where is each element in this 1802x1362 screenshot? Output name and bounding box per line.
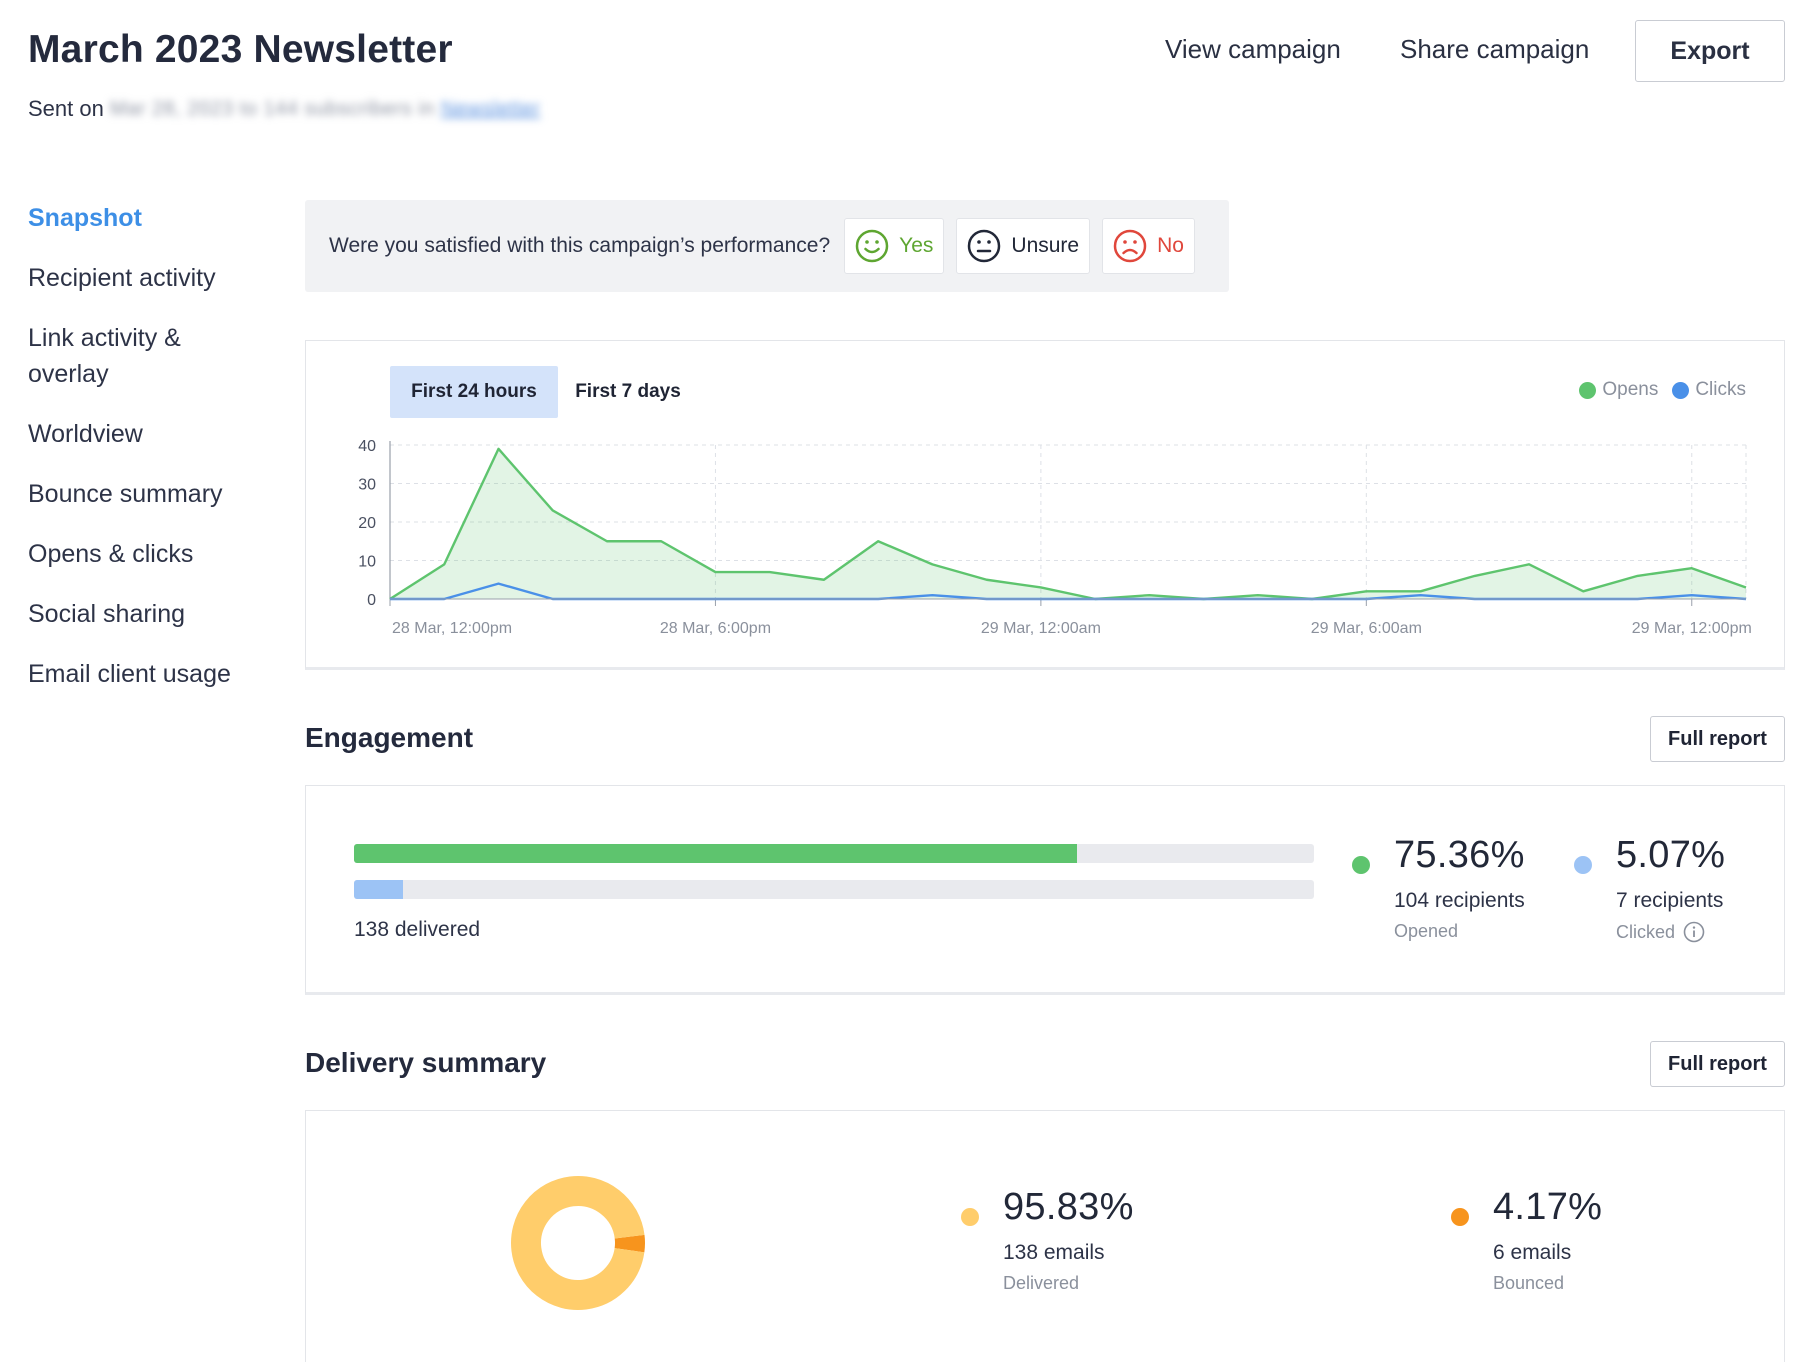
delivery-summary-title: Delivery summary bbox=[305, 1047, 547, 1078]
opens-dot bbox=[1579, 381, 1597, 399]
opened-recipients: 104 recipients bbox=[1394, 889, 1525, 912]
opened-stat: 75.36% 104 recipients Opened bbox=[1352, 834, 1525, 942]
legend-opens[interactable]: Opens bbox=[1579, 379, 1658, 401]
delivered-percent: 95.83% bbox=[1003, 1186, 1134, 1228]
sidebar-item-recipient-activity[interactable]: Recipient activity bbox=[28, 264, 216, 292]
bounced-stat: 4.17% 6 emails Bounced bbox=[1451, 1186, 1603, 1294]
sidebar-item-link-activity-line2: overlay bbox=[28, 360, 109, 388]
y-tick-label: 40 bbox=[358, 438, 376, 455]
bounced-slice bbox=[511, 1176, 645, 1310]
bounced-label: Bounced bbox=[1493, 1273, 1565, 1293]
view-campaign-link[interactable]: View campaign bbox=[1165, 34, 1341, 64]
clicked-percent: 5.07% bbox=[1616, 834, 1726, 876]
x-tick-label: 29 Mar, 12:00pm bbox=[1632, 620, 1752, 637]
sidebar-item-link-activity-line1: Link activity & bbox=[28, 324, 181, 352]
neutral-face-icon bbox=[968, 229, 1001, 263]
list-link[interactable]: Newsletter bbox=[440, 97, 541, 120]
sidebar-item-email-client-usage[interactable]: Email client usage bbox=[28, 660, 231, 688]
satisfaction-question: Were you satisfied with this campaign’s … bbox=[329, 234, 831, 257]
x-tick-label: 28 Mar, 6:00pm bbox=[660, 620, 771, 637]
share-campaign-link[interactable]: Share campaign bbox=[1400, 34, 1590, 64]
delivered-emails: 138 emails bbox=[1003, 1241, 1105, 1264]
clicked-recipients: 7 recipients bbox=[1616, 889, 1724, 912]
clicked-dot bbox=[1574, 856, 1592, 874]
satisfaction-survey: Were you satisfied with this campaign’s … bbox=[305, 200, 1229, 292]
sidebar-item-link-activity[interactable]: Link activity & overlay bbox=[28, 320, 268, 392]
delivery-card: 95.83% 138 emails Delivered 4.17% 6 emai… bbox=[305, 1110, 1785, 1362]
x-tick-label: 29 Mar, 12:00am bbox=[981, 620, 1101, 637]
delivered-stat: 95.83% 138 emails Delivered bbox=[961, 1186, 1134, 1294]
opened-progress-fill bbox=[354, 844, 1078, 863]
satisfied-no-button[interactable]: No bbox=[1102, 218, 1195, 274]
opened-label: Opened bbox=[1394, 921, 1459, 941]
chart-legend: Opens Clicks bbox=[1565, 379, 1746, 401]
bounced-percent: 4.17% bbox=[1493, 1186, 1603, 1228]
engagement-card: 138 delivered 75.36% 104 recipients Open… bbox=[305, 785, 1785, 995]
sidebar-item-snapshot[interactable]: Snapshot bbox=[28, 204, 142, 232]
export-button[interactable]: Export bbox=[1635, 20, 1785, 82]
sent-info: Sent on Mar 28, 2023 to 144 subscribers … bbox=[28, 96, 540, 122]
delivered-count: 138 delivered bbox=[354, 918, 481, 941]
clicked-label-row: Clicked bbox=[1616, 921, 1725, 943]
frown-icon bbox=[1113, 229, 1147, 263]
y-tick-label: 10 bbox=[358, 554, 376, 571]
tab-first-7-days[interactable]: First 7 days bbox=[575, 381, 681, 402]
clicked-progress-fill bbox=[354, 880, 403, 899]
legend-clicks-label: Clicks bbox=[1695, 379, 1746, 400]
sidebar-item-worldview[interactable]: Worldview bbox=[28, 420, 143, 448]
legend-clicks[interactable]: Clicks bbox=[1672, 379, 1746, 401]
delivered-dot bbox=[961, 1208, 979, 1226]
satisfied-yes-button[interactable]: Yes bbox=[844, 218, 945, 274]
opened-progress-track bbox=[354, 844, 1314, 863]
opens-area bbox=[390, 448, 1746, 599]
y-tick-label: 20 bbox=[358, 515, 376, 532]
y-tick-label: 30 bbox=[358, 477, 376, 494]
satisfied-unsure-button[interactable]: Unsure bbox=[956, 218, 1091, 274]
activity-chart-card: First 24 hours First 7 days Opens Clicks… bbox=[305, 340, 1785, 670]
no-label: No bbox=[1157, 234, 1184, 257]
report-sidebar: Snapshot Recipient activity Link activit… bbox=[28, 200, 268, 716]
x-tick-label: 29 Mar, 6:00am bbox=[1311, 620, 1422, 637]
legend-opens-label: Opens bbox=[1602, 379, 1659, 400]
sent-prefix: Sent on bbox=[28, 96, 104, 121]
opened-percent: 75.36% bbox=[1394, 834, 1525, 876]
clicked-stat: 5.07% 7 recipients Clicked bbox=[1574, 834, 1726, 943]
sidebar-item-social-sharing[interactable]: Social sharing bbox=[28, 600, 186, 628]
sidebar-item-opens-clicks[interactable]: Opens & clicks bbox=[28, 540, 194, 568]
delivery-full-report-button[interactable]: Full report bbox=[1650, 1041, 1785, 1087]
opened-dot bbox=[1352, 856, 1370, 874]
page-title: March 2023 Newsletter bbox=[28, 28, 453, 71]
tab-first-24-hours[interactable]: First 24 hours bbox=[390, 366, 558, 418]
bounced-dot bbox=[1451, 1208, 1469, 1226]
opens-line bbox=[389, 447, 1747, 601]
bounced-emails: 6 emails bbox=[1493, 1241, 1572, 1264]
clicked-label: Clicked bbox=[1616, 921, 1676, 942]
x-tick-label: 28 Mar, 12:00pm bbox=[392, 620, 512, 637]
engagement-title: Engagement bbox=[305, 722, 474, 753]
delivery-donut-chart bbox=[511, 1176, 645, 1310]
sidebar-item-bounce-summary[interactable]: Bounce summary bbox=[28, 480, 223, 508]
yes-label: Yes bbox=[899, 234, 934, 257]
delivered-label: Delivered bbox=[1003, 1273, 1080, 1293]
unsure-label: Unsure bbox=[1011, 234, 1080, 257]
clicked-progress-track bbox=[354, 880, 1314, 899]
activity-chart: 0 10 20 30 40 28 Mar, 12:00pm 28 Mar, 6:00pm 29… bbox=[358, 438, 1752, 637]
info-icon[interactable] bbox=[1683, 921, 1705, 943]
smile-icon bbox=[855, 229, 889, 263]
sent-details-blurred: Mar 28, 2023 to 144 subscribers in Newsl… bbox=[110, 98, 541, 121]
clicks-dot bbox=[1672, 381, 1690, 399]
sent-details-text: Mar 28, 2023 to 144 subscribers in bbox=[109, 97, 435, 120]
y-tick-label: 0 bbox=[367, 592, 376, 609]
engagement-full-report-button[interactable]: Full report bbox=[1650, 716, 1785, 762]
